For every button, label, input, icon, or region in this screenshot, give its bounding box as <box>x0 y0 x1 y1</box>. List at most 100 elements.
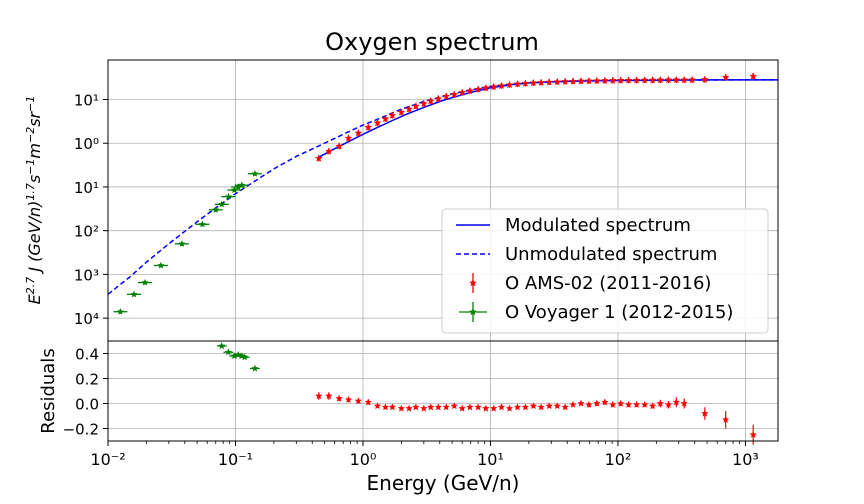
top-y-tick-label: 10³ <box>74 266 99 284</box>
ams-point <box>600 76 609 85</box>
ams-residual-point <box>497 403 506 411</box>
ams-residual-point <box>680 399 689 407</box>
ams-residual-point <box>489 404 498 412</box>
ams-point <box>513 79 522 88</box>
bottom-panel-plot <box>216 341 757 445</box>
voyager-residual-point <box>251 364 259 372</box>
ams-residual-point <box>585 400 593 408</box>
unmodulated-spectrum-line <box>107 79 778 295</box>
ams-point <box>426 96 435 105</box>
voyager-point <box>178 239 186 247</box>
ams-residual-point <box>569 400 577 408</box>
legend-entry-label: O Voyager 1 (2012-2015) <box>505 302 733 323</box>
ams-point <box>521 79 530 87</box>
ams-point <box>561 77 570 85</box>
ams-residual-point <box>482 404 490 412</box>
ams-point <box>553 77 562 86</box>
x-tick-label: 10² <box>605 450 632 469</box>
ams-residual-point <box>354 396 363 405</box>
ams-residual-point <box>412 403 420 411</box>
voyager-point <box>212 205 220 213</box>
voyager-point <box>218 200 226 208</box>
top-panel-plot <box>107 72 778 315</box>
ams-point <box>505 80 514 89</box>
voyager-point <box>224 192 233 200</box>
ams-residual-point <box>513 403 522 411</box>
ams-residual-point <box>373 401 382 410</box>
top-y-tick-label: 10² <box>74 223 99 241</box>
ams-residual-point <box>474 403 482 411</box>
legend-entry-label: O AMS-02 (2011-2016) <box>505 273 711 294</box>
bottom-panel-frame <box>107 340 779 442</box>
ams-residual-point <box>721 415 730 423</box>
ams-point <box>700 75 709 83</box>
legend-swatch-marker <box>469 278 477 287</box>
ams-point <box>632 76 641 84</box>
ams-residual-point <box>434 403 443 411</box>
ams-point <box>569 77 577 85</box>
ams-residual-point <box>314 391 323 400</box>
ams-residual-point <box>609 400 617 408</box>
ams-point <box>680 75 689 84</box>
ams-residual-point <box>601 398 609 406</box>
voyager-point <box>157 261 165 269</box>
ams-residual-point <box>420 404 428 412</box>
x-tick-label: 10⁻¹ <box>218 450 253 469</box>
ams-point <box>474 85 483 93</box>
x-ticks: 10⁻² 10⁻¹ 10⁰ 10¹ 10² 10³ <box>90 441 759 469</box>
ams-point <box>364 123 373 131</box>
x-tick-label: 10³ <box>732 450 759 469</box>
ams-residual-point <box>450 401 459 410</box>
voyager-point <box>130 290 138 298</box>
ams-residual-point <box>458 404 466 412</box>
ams-point <box>373 118 382 127</box>
ams-point <box>335 142 344 150</box>
bottom-y-ticks: 0.4 0.2 0.0 −0.2 <box>63 346 108 439</box>
ams-residual-point <box>397 404 406 412</box>
ams-point <box>434 94 443 103</box>
bottom-y-axis-label: Residuals <box>38 348 59 433</box>
voyager-residual-point <box>217 341 226 350</box>
bottom-y-tick-label: −0.2 <box>63 421 99 439</box>
ams-residual-point <box>344 395 353 403</box>
ams-point <box>624 76 633 84</box>
bottom-y-tick-label: 0.2 <box>75 371 99 389</box>
ams-point <box>411 102 420 110</box>
ams-residual-point <box>537 403 545 411</box>
ams-point <box>608 76 617 84</box>
ams-point <box>537 78 546 86</box>
ams-point <box>344 134 353 142</box>
ams-residual-point <box>624 400 633 408</box>
top-y-tick-label: 10⁴ <box>74 310 99 328</box>
ams-point <box>616 76 625 84</box>
ams-residual-point <box>426 403 435 411</box>
legend: Modulated spectrum Unmodulated spectrum O … <box>441 208 769 334</box>
legend-box <box>441 208 769 334</box>
ams-residual-point <box>335 394 344 402</box>
ams-residual-point <box>325 392 333 400</box>
ams-point <box>314 154 323 162</box>
ams-point <box>397 108 406 116</box>
ams-residual-point <box>664 400 673 408</box>
ams-point <box>481 83 490 92</box>
ams-point <box>749 72 758 80</box>
voyager-point <box>116 307 125 315</box>
legend-entry-label: Modulated spectrum <box>505 215 691 236</box>
ams-residual-point <box>388 403 397 411</box>
ams-point <box>577 76 585 85</box>
ams-point <box>640 75 649 84</box>
ams-point <box>672 75 681 84</box>
bottom-y-tick-label: 0.4 <box>75 346 99 364</box>
ams-point <box>664 75 673 84</box>
ams-point <box>324 147 333 155</box>
ams-residual-point <box>616 399 625 407</box>
ams-point <box>489 82 498 91</box>
ams-point <box>388 111 397 119</box>
ams-residual-point <box>577 399 585 407</box>
ams-residual-point <box>505 404 514 412</box>
legend-swatch-marker <box>469 307 477 316</box>
top-y-tick-label: 10¹ <box>74 91 99 109</box>
ams-point <box>450 90 459 98</box>
ams-point <box>465 86 474 95</box>
